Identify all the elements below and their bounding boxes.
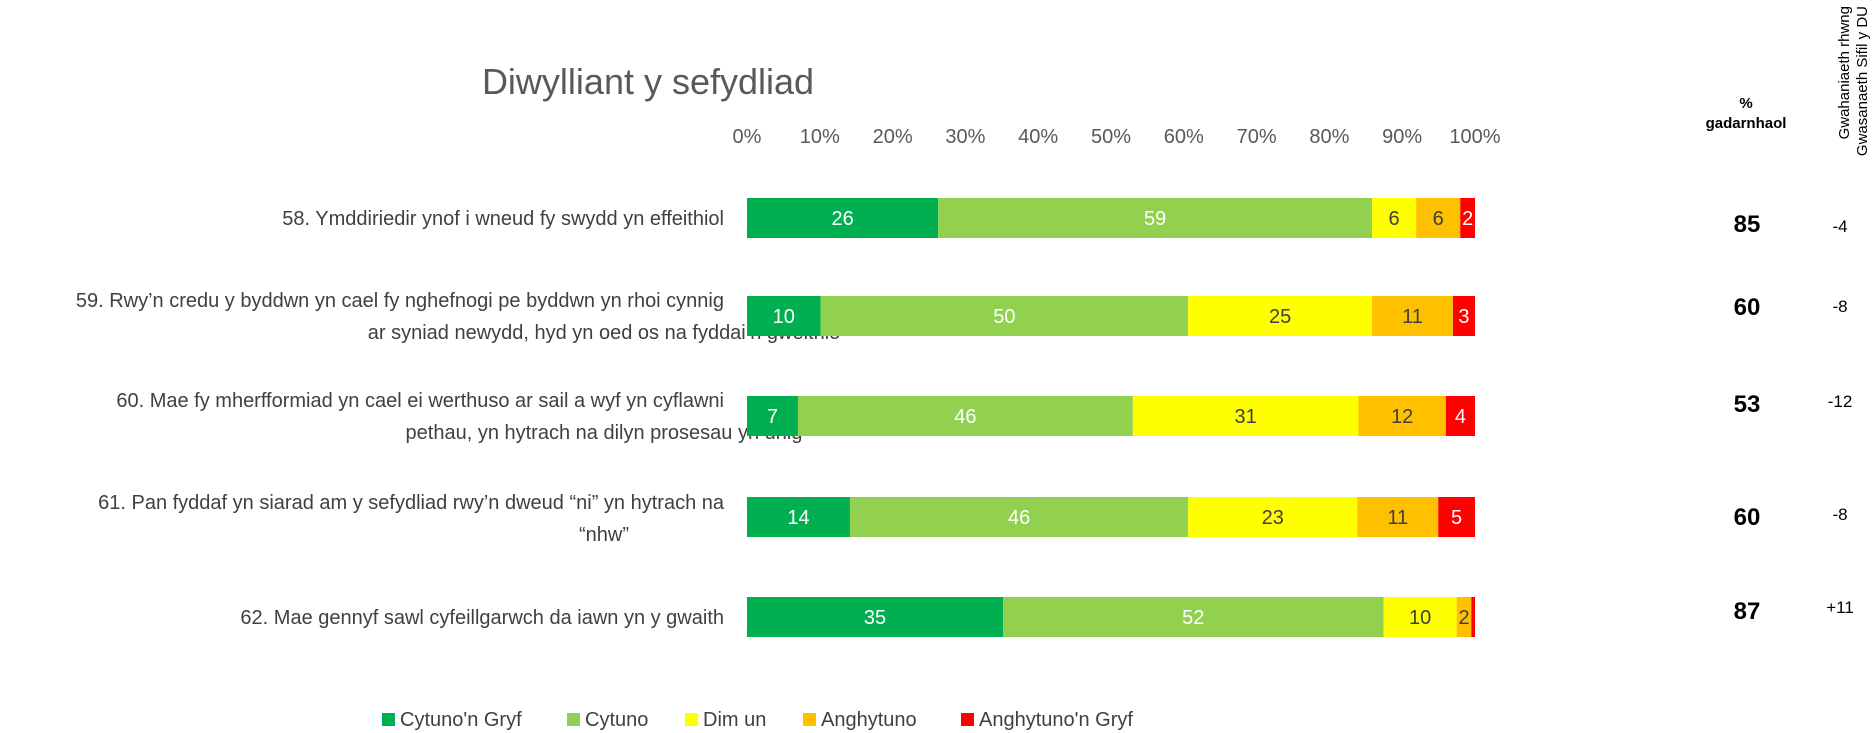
chart-title: Diwylliant y sefydliad	[482, 61, 814, 102]
bars: 26 59 6 6 210 50 25 11 37 46 31 12 414 46 23 11 535 52 10 2	[747, 198, 1475, 637]
bar-segment	[1452, 296, 1475, 336]
difference-value: +11	[1826, 598, 1854, 617]
bar-segment	[1471, 597, 1475, 637]
difference-header-line: Gwasanaeth Sifil y DU	[1854, 6, 1871, 156]
x-tick-label: 50%	[1091, 126, 1131, 148]
bar-segment	[1188, 497, 1358, 537]
positive-value: 87	[1734, 598, 1761, 625]
data-label: 10	[1409, 607, 1431, 629]
x-tick-label: 20%	[873, 126, 913, 148]
x-tick-label: 0%	[733, 126, 762, 148]
data-label: 59	[1144, 208, 1166, 230]
data-label: 3	[1458, 306, 1469, 328]
legend-swatch	[685, 713, 698, 726]
positive-value: 53	[1734, 391, 1761, 418]
data-label: 12	[1391, 406, 1413, 428]
category-label: 59. Rwy’n credu y byddwn yn cael fy nghe…	[76, 290, 840, 344]
bar-segment	[747, 396, 798, 436]
data-label: 2	[1458, 607, 1469, 629]
data-label: 46	[954, 406, 976, 428]
data-label: 10	[773, 306, 795, 328]
category-label: 60. Mae fy mherfformiad yn cael ei werth…	[116, 390, 802, 444]
bar-segment	[1438, 497, 1475, 537]
positive-value: 60	[1734, 294, 1761, 321]
data-label: 5	[1451, 507, 1462, 529]
data-label: 52	[1182, 607, 1204, 629]
positive-value: 60	[1734, 504, 1761, 531]
legend-label: Anghytuno'n Gryf	[979, 709, 1133, 731]
data-label: 6	[1433, 208, 1444, 230]
bar-segment	[1358, 396, 1446, 436]
data-label: 35	[864, 607, 886, 629]
data-label: 26	[831, 208, 853, 230]
legend-swatch	[567, 713, 580, 726]
bar-segment	[747, 497, 850, 537]
bar-segment	[1357, 497, 1439, 537]
data-label: 31	[1235, 406, 1257, 428]
positive-header-line: %	[1739, 95, 1752, 112]
bar-segment	[1416, 198, 1461, 238]
bar-segment	[1460, 198, 1475, 238]
x-tick-label: 30%	[945, 126, 985, 148]
x-tick-label: 90%	[1382, 126, 1422, 148]
x-axis-ticks: 0% 10% 20% 30% 40% 50% 60% 70% 80% 90% 100%	[733, 126, 1501, 148]
bar-segment	[1003, 597, 1384, 637]
data-label: 46	[1008, 507, 1030, 529]
x-tick-label: 80%	[1309, 126, 1349, 148]
bar-segment	[1372, 198, 1417, 238]
bar-segment	[849, 497, 1189, 537]
category-label: 61. Pan fyddaf yn siarad am y sefydliad …	[98, 492, 725, 546]
bar-segment	[1372, 296, 1453, 336]
legend-swatch	[803, 713, 816, 726]
category-labels: 58. Ymddiriedir ynof i wneud fy swydd yn…	[76, 208, 840, 629]
positive-header: % gadarnhaol	[1706, 95, 1787, 132]
bar-segment	[747, 597, 1004, 637]
data-label: 4	[1455, 406, 1466, 428]
legend-label: Dim un	[703, 709, 766, 731]
data-label: 25	[1269, 306, 1291, 328]
bar-segment	[1383, 597, 1457, 637]
bar-segment	[747, 198, 939, 238]
x-tick-label: 100%	[1449, 126, 1500, 148]
difference-header-line: Gwahaniaeth rhwng	[1836, 6, 1853, 139]
bar-segment	[747, 296, 821, 336]
bar-segment	[820, 296, 1189, 336]
bar-segment	[1456, 597, 1472, 637]
positive-header-line: gadarnhaol	[1706, 115, 1787, 132]
data-label: 50	[993, 306, 1015, 328]
positive-value: 85	[1734, 211, 1761, 238]
data-label: 11	[1387, 507, 1408, 529]
positive-values: 85 60 53 60 87	[1734, 211, 1761, 625]
bar-segment	[1188, 296, 1373, 336]
bar-segment	[1445, 396, 1475, 436]
bar-segment	[1132, 396, 1359, 436]
legend-label: Anghytuno	[821, 709, 917, 731]
bar-segment	[797, 396, 1133, 436]
difference-values: -4 -8 -12 -8 +11	[1826, 217, 1854, 617]
legend-label: Cytuno'n Gryf	[400, 709, 522, 731]
legend-swatch	[961, 713, 974, 726]
legend-label: Cytuno	[585, 709, 648, 731]
x-tick-label: 10%	[800, 126, 840, 148]
bar-segment	[938, 198, 1373, 238]
difference-value: -12	[1828, 392, 1853, 411]
category-label: 62. Mae gennyf sawl cyfeillgarwch da iaw…	[240, 607, 724, 629]
data-label: 14	[787, 507, 809, 529]
category-label: 58. Ymddiriedir ynof i wneud fy swydd yn…	[282, 208, 724, 230]
difference-value: -8	[1832, 505, 1847, 524]
data-label: 6	[1389, 208, 1400, 230]
data-label: 23	[1262, 507, 1284, 529]
x-tick-label: 60%	[1164, 126, 1204, 148]
difference-header: Gwahaniaeth rhwng Gwasanaeth Sifil y DU	[1836, 6, 1871, 156]
x-tick-label: 70%	[1237, 126, 1277, 148]
x-tick-label: 40%	[1018, 126, 1058, 148]
data-label: 11	[1402, 306, 1423, 328]
difference-value: -4	[1832, 217, 1847, 236]
data-label: 7	[767, 406, 778, 428]
difference-value: -8	[1832, 297, 1847, 316]
legend: Cytuno'n Gryf Cytuno Dim un Anghytuno Anghyt…	[382, 709, 1133, 731]
legend-swatch	[382, 713, 395, 726]
data-label: 2	[1462, 208, 1473, 230]
